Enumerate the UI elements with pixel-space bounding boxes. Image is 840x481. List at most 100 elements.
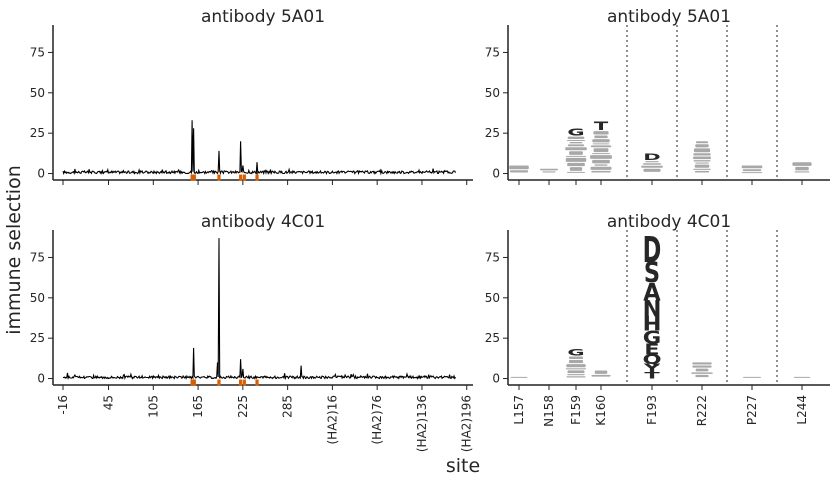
- logo-stack-segment: [567, 136, 585, 140]
- logo-letter: Y: [643, 363, 661, 375]
- highlight-marker: [255, 379, 259, 386]
- logo-letter: H: [643, 313, 662, 336]
- logo-stack-segment: [693, 160, 711, 162]
- selection-trace: [62, 120, 457, 176]
- y-tick-label: 75: [30, 45, 45, 59]
- site-label: F159: [569, 395, 583, 425]
- logo-stack-segment: [742, 376, 762, 378]
- logo-stack-segment: [645, 161, 659, 163]
- logo-stack-segment: [792, 162, 812, 166]
- logo-stack-segment: [565, 368, 587, 370]
- logo-stack-segment: [691, 372, 713, 374]
- panel-title: antibody 5A01: [201, 7, 325, 27]
- logo-stack-segment: [567, 370, 585, 374]
- logo-stack-segment: [509, 170, 529, 173]
- logo-stack-segment: [510, 376, 528, 378]
- logo-stack-segment: [695, 141, 709, 144]
- logo-stack-segment: [568, 360, 584, 364]
- logo-stack-segment: [593, 131, 609, 135]
- logo-letter: G: [567, 126, 584, 138]
- logo-stack-segment: [693, 168, 711, 170]
- logo-stack-segment: [642, 163, 662, 165]
- logo-stack-segment: [566, 376, 586, 378]
- logo-stack-segment: [591, 153, 611, 155]
- logo-letter: D: [643, 229, 662, 271]
- logo-stack-segment: [692, 362, 712, 365]
- figure-ylabel: immune selection: [3, 165, 25, 335]
- logo-letter: G: [643, 327, 661, 348]
- site-label: K160: [594, 395, 608, 426]
- site-label: R222: [695, 395, 709, 426]
- highlight-marker: [192, 379, 196, 386]
- logo-stack-segment: [641, 165, 663, 168]
- logo-stack-segment: [592, 159, 610, 164]
- logo-letter: G: [567, 348, 584, 358]
- logo-stack-segment: [794, 171, 810, 173]
- logo-stack-segment: [695, 144, 709, 148]
- panel-4c01-sites: 0 25 50 75 antibody 4C01 -16 45 105 165 225 285 (HA…: [30, 212, 474, 452]
- x-tick-label: (HA2)136: [415, 395, 429, 452]
- y-tick-label: 25: [30, 331, 45, 345]
- logo-stack-segment: [567, 144, 585, 147]
- site-label: L157: [512, 395, 526, 425]
- y-tick-label: 25: [485, 126, 500, 140]
- panel-title: antibody 4C01: [607, 212, 731, 232]
- logo-letter: S: [644, 257, 660, 290]
- logo-stack-segment: [795, 166, 809, 171]
- logo-letter: D: [643, 152, 660, 162]
- panel-5a01-sites: 0 25 50 75 antibody 5A01: [30, 7, 473, 185]
- x-tick-label: 105: [146, 395, 160, 418]
- logo-stack-segment: [565, 155, 587, 157]
- logo-letter: T: [644, 371, 660, 381]
- panel-4c01-logo: 0 25 50 75 antibody 4C01 L157 N158 F159 G K160 F19…: [485, 212, 830, 427]
- logo-letter: T: [594, 119, 609, 133]
- logo-stack-segment: [569, 142, 583, 144]
- logo-stack-segment: [566, 364, 586, 368]
- logo-stack-segment: [593, 148, 609, 153]
- highlight-marker: [217, 174, 221, 181]
- panel-title: antibody 4C01: [201, 212, 325, 232]
- y-tick-label: 25: [485, 331, 500, 345]
- logo-letter: N: [643, 296, 662, 322]
- logo-letter: E: [644, 340, 659, 358]
- logo-stack-segment: [694, 170, 710, 173]
- x-tick-label: (HA2)16: [325, 395, 339, 445]
- logo-stack-segment: [694, 164, 710, 168]
- y-tick-label: 25: [30, 126, 45, 140]
- logo-stack-segment: [695, 368, 709, 372]
- figure-xlabel: site: [446, 455, 480, 477]
- highlight-marker: [239, 174, 243, 181]
- logo-stack-segment: [695, 162, 709, 164]
- logo-stack-segment: [590, 155, 612, 159]
- selection-trace: [62, 238, 456, 381]
- panel-title: antibody 5A01: [607, 7, 731, 27]
- logo-stack-segment: [741, 172, 763, 174]
- logo-stack-segment: [592, 139, 610, 143]
- y-tick-label: 75: [30, 250, 45, 264]
- y-tick-label: 0: [37, 372, 45, 386]
- highlight-marker: [239, 379, 243, 386]
- highlight-marker: [192, 174, 196, 181]
- logo-stack-segment: [693, 156, 711, 160]
- highlight-marker: [242, 379, 246, 386]
- logo-stack-segment: [539, 168, 559, 171]
- logo-stack-segment: [567, 162, 585, 167]
- site-label: N158: [542, 395, 556, 427]
- y-tick-label: 75: [485, 45, 500, 59]
- logo-stack-segment: [693, 153, 711, 156]
- y-tick-label: 75: [485, 250, 500, 264]
- logo-stack-segment: [591, 374, 611, 377]
- site-label: F193: [645, 395, 659, 425]
- logo-stack-segment: [594, 164, 608, 166]
- y-tick-label: 0: [37, 167, 45, 181]
- logo-stack-segment: [594, 370, 608, 374]
- logo-stack-segment: [741, 165, 763, 169]
- logo-stack-segment: [590, 145, 612, 148]
- y-tick-label: 50: [485, 291, 500, 305]
- y-tick-label: 50: [30, 86, 45, 100]
- logo-stack-segment: [695, 374, 709, 378]
- highlight-marker: [217, 379, 221, 386]
- logo-letter: A: [643, 277, 660, 306]
- x-tick-label: (HA2)196: [460, 395, 474, 452]
